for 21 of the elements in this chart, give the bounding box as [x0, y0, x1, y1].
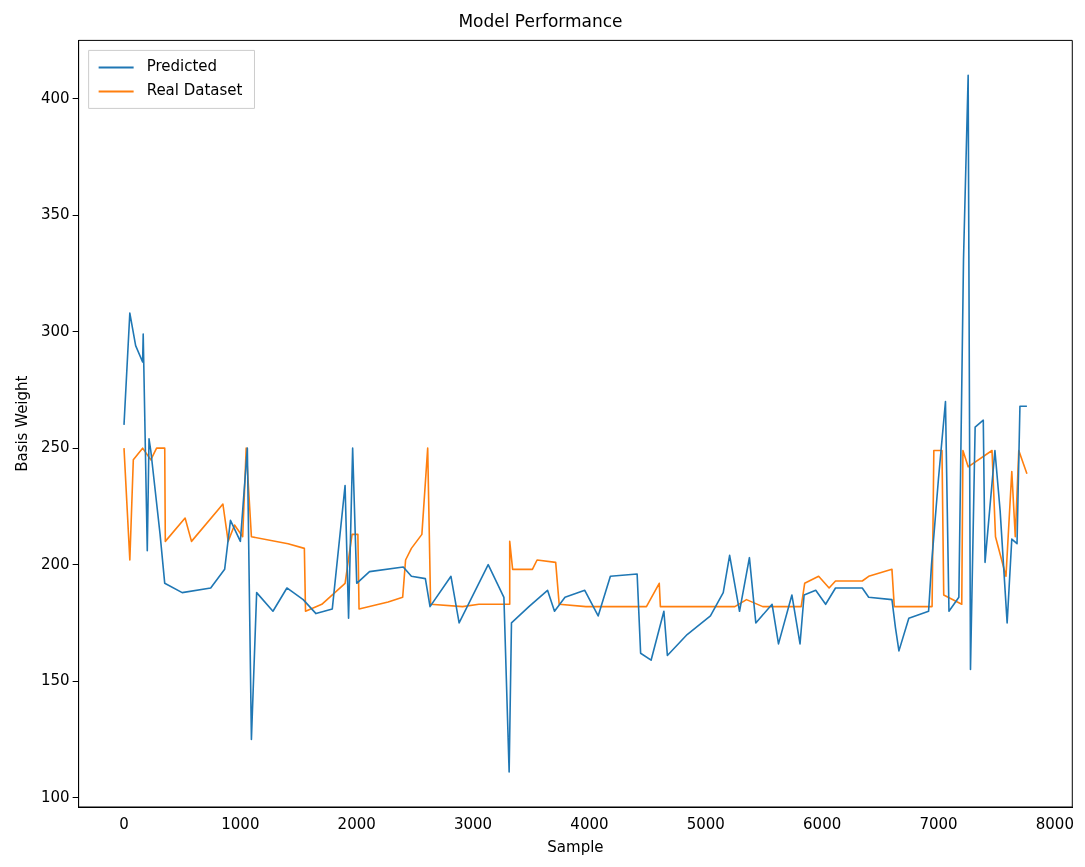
- legend-label: Predicted: [146, 57, 218, 76]
- y-tick-label: 150: [40, 671, 70, 690]
- y-axis-title: Basis Weight: [12, 375, 31, 472]
- chart-title: Model Performance: [458, 10, 623, 31]
- y-tick-label: 400: [40, 88, 70, 107]
- x-tick-label: 2000: [337, 814, 376, 833]
- x-tick-label: 8000: [1035, 814, 1074, 833]
- y-tick-label: 200: [40, 554, 70, 573]
- x-axis-title: Sample: [547, 837, 604, 856]
- y-tick-label: 250: [40, 438, 70, 457]
- x-tick-label: 0: [119, 814, 129, 833]
- x-tick-label: 4000: [570, 814, 609, 833]
- x-tick-label: 7000: [919, 814, 958, 833]
- x-tick-label: 5000: [686, 814, 725, 833]
- y-tick-label: 350: [40, 205, 70, 224]
- y-tick-label: 300: [40, 321, 70, 340]
- x-tick-label: 1000: [221, 814, 260, 833]
- legend-label: Real Dataset: [146, 81, 243, 100]
- x-tick-label: 6000: [803, 814, 842, 833]
- x-tick-label: 3000: [453, 814, 493, 833]
- y-tick-label: 100: [40, 787, 70, 806]
